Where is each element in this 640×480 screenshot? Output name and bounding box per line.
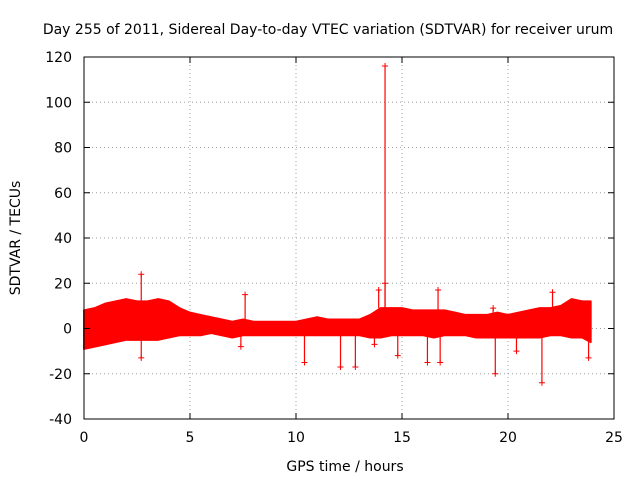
y-tick-label: 100: [45, 95, 72, 111]
data-point: [352, 363, 359, 370]
y-tick-label: 0: [63, 322, 72, 338]
data-point: [375, 287, 382, 294]
y-tick-label: 40: [54, 231, 72, 247]
data-point: [513, 348, 520, 355]
data-point: [424, 359, 431, 366]
data-point: [382, 63, 389, 70]
x-axis-label: GPS time / hours: [286, 459, 403, 475]
data-point: [382, 280, 389, 287]
y-tick-label: 80: [54, 141, 72, 157]
data-point: [337, 363, 344, 370]
y-axis-label: SDTVAR / TECUs: [8, 181, 24, 296]
data-point: [490, 305, 497, 312]
x-axis-ticks: 0 5 10 15 20 25: [80, 57, 623, 446]
x-tick-label: 10: [287, 430, 305, 446]
y-tick-label: -20: [49, 367, 72, 383]
data-point: [585, 354, 592, 361]
data-point: [492, 370, 499, 377]
data-points: [138, 63, 592, 386]
data-point: [138, 354, 145, 361]
grid-lines: [84, 57, 614, 419]
data-point: [435, 287, 442, 294]
x-tick-label: 15: [393, 430, 411, 446]
x-tick-label: 5: [186, 430, 195, 446]
y-tick-label: 120: [45, 50, 72, 66]
data-point: [138, 271, 145, 278]
data-point: [242, 291, 249, 298]
y-axis-ticks: -40 -20 0 20 40 60 80 100 120: [45, 50, 614, 428]
data-point: [437, 359, 444, 366]
data-point: [301, 359, 308, 366]
x-tick-label: 0: [80, 430, 89, 446]
data-point: [549, 289, 556, 296]
x-tick-label: 20: [499, 430, 517, 446]
data-band: [83, 298, 592, 350]
y-tick-label: 20: [54, 276, 72, 292]
data-point: [538, 379, 545, 386]
y-tick-label: 60: [54, 186, 72, 202]
data-point: [394, 352, 401, 359]
data-envelope: [83, 298, 592, 350]
y-tick-label: -40: [49, 412, 72, 428]
data-point: [237, 343, 244, 350]
data-point: [371, 341, 378, 348]
x-tick-label: 25: [605, 430, 623, 446]
chart-title: Day 255 of 2011, Sidereal Day-to-day VTE…: [43, 22, 613, 38]
